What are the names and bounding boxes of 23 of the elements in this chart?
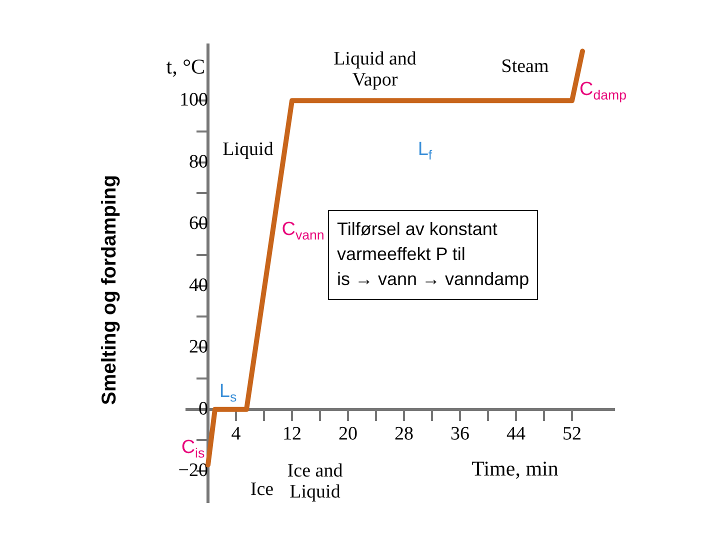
- y-tick-label: 40: [189, 274, 208, 296]
- annotation: Tilførsel av konstant varmeeffekt P til is → vann → vanndamp: [328, 210, 538, 300]
- x-tick-label: 36: [450, 424, 470, 445]
- y-tick-label: 20: [189, 336, 208, 358]
- text: Smelting og fordamping: [98, 175, 122, 405]
- x-tick-label: 28: [394, 424, 414, 445]
- annotation: Ice and Liquid: [287, 460, 344, 502]
- y-tick-label: 60: [189, 213, 208, 234]
- x-tick-label: 44: [506, 424, 526, 445]
- y-tick-label: 0: [198, 398, 208, 420]
- x-tick-label: 12: [282, 424, 302, 445]
- y-axis-title: t, °C: [166, 54, 205, 79]
- x-axis-title: Time, min: [472, 456, 559, 481]
- y-tick-label: −20: [178, 460, 208, 482]
- annotation: Ice: [250, 478, 274, 500]
- annotation: Steam: [501, 56, 549, 77]
- y-tick-label: 80: [189, 151, 208, 172]
- annotation: Liquid and Vapor: [334, 48, 417, 90]
- x-tick-label: 20: [338, 424, 358, 445]
- x-tick-label: 4: [231, 424, 242, 445]
- x-tick-label: 52: [562, 424, 582, 445]
- y-tick-label: 100: [180, 90, 208, 111]
- annotation: Liquid: [222, 138, 274, 160]
